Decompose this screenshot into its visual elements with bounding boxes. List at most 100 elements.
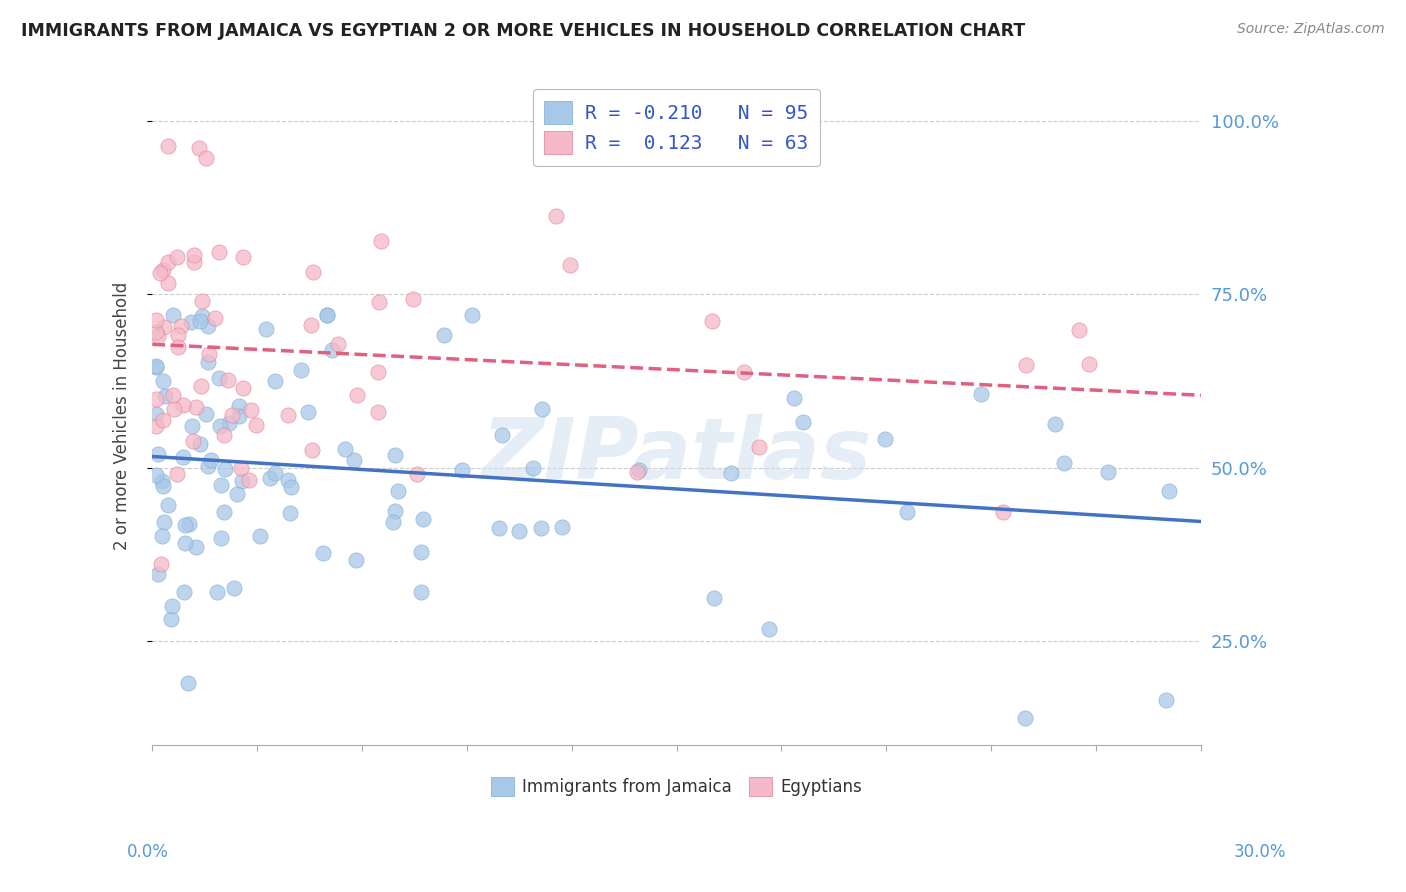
Point [277,408,299,422]
Point [488,520,510,534]
Point [157,139,180,153]
Point [217,374,239,388]
Point [146,567,169,582]
Point [249,529,271,543]
Point [326,337,349,351]
Point [191,293,214,308]
Point [195,407,218,421]
Point [343,452,366,467]
Point [1014,710,1036,724]
Point [228,399,250,413]
Text: IMMIGRANTS FROM JAMAICA VS EGYPTIAN 2 OR MORE VEHICLES IN HOUSEHOLD CORRELATION : IMMIGRANTS FROM JAMAICA VS EGYPTIAN 2 OR… [21,22,1025,40]
Point [1052,456,1074,470]
Point [245,418,267,433]
Point [218,416,240,430]
Point [239,402,262,417]
Point [875,432,897,446]
Point [367,365,389,379]
Point [529,521,551,535]
Point [190,378,212,392]
Point [409,545,432,559]
Point [145,325,167,339]
Point [896,505,918,519]
Point [209,531,232,545]
Point [162,308,184,322]
Point [626,466,648,480]
Point [225,487,247,501]
Point [174,517,197,532]
Point [145,313,167,327]
Point [224,581,246,595]
Point [197,355,219,369]
Point [149,557,172,571]
Point [207,371,229,385]
Point [312,546,335,560]
Point [382,515,405,529]
Point [145,392,167,406]
Point [263,375,285,389]
Point [344,552,367,566]
Point [290,363,312,377]
Point [703,591,725,606]
Point [177,676,200,690]
Legend: Immigrants from Jamaica, Egyptians: Immigrants from Jamaica, Egyptians [484,771,869,803]
Point [167,328,190,343]
Point [228,409,250,424]
Point [183,248,205,262]
Point [146,447,169,461]
Point [301,442,323,457]
Point [160,599,183,614]
Point [208,418,231,433]
Point [1159,484,1181,499]
Point [197,458,219,473]
Point [183,434,205,448]
Point [157,255,180,269]
Point [145,468,167,483]
Point [758,622,780,636]
Point [491,428,513,442]
Point [384,448,406,462]
Point [209,478,232,492]
Point [522,461,544,475]
Point [1156,693,1178,707]
Point [145,359,167,373]
Point [1045,417,1067,431]
Point [155,389,177,403]
Point [783,392,806,406]
Point [544,209,567,223]
Point [172,398,194,412]
Point [152,413,174,427]
Point [254,322,277,336]
Point [180,315,202,329]
Point [558,259,581,273]
Point [153,320,176,334]
Point [232,381,254,395]
Point [194,152,217,166]
Point [150,529,173,543]
Point [1069,323,1091,337]
Point [152,374,174,388]
Y-axis label: 2 or more Vehicles in Household: 2 or more Vehicles in Household [114,282,131,550]
Point [748,440,770,454]
Point [278,506,301,520]
Point [316,308,339,322]
Point [316,308,339,322]
Point [412,512,434,526]
Point [177,516,200,531]
Point [152,479,174,493]
Point [367,405,389,419]
Point [1097,465,1119,479]
Point [461,308,484,322]
Point [214,506,236,520]
Point [333,442,356,457]
Point [321,343,343,357]
Point [409,585,432,599]
Point [167,340,190,354]
Text: ZIPatlas: ZIPatlas [481,414,872,497]
Point [183,255,205,269]
Point [156,498,179,512]
Point [153,515,176,529]
Point [190,309,212,323]
Point [208,245,231,260]
Point [160,612,183,626]
